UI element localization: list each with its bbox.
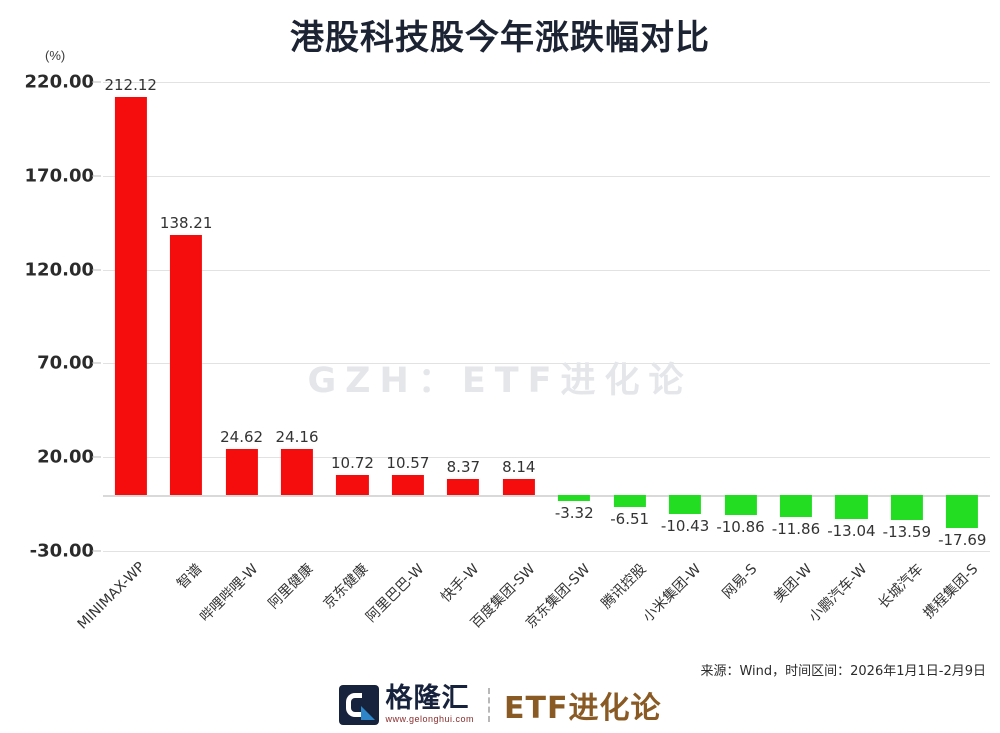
- bar-value-label: -10.86: [716, 518, 765, 537]
- x-axis-tick-label-text: 阿里健康: [265, 561, 317, 613]
- gelonghui-brand-url: www.gelonghui.com: [385, 714, 475, 724]
- bar-value-label: -13.59: [882, 523, 932, 542]
- y-axis-tick-mark: [92, 456, 101, 458]
- x-axis-tick-label-text: 网易-S: [718, 561, 760, 603]
- x-axis-labels: MINIMAX-WP 智谱 哔哩哔哩-W 阿里健康 京东健康 阿里巴巴-W 快手-W 百度集团…: [74, 551, 990, 661]
- bar-value-label: 24.62: [220, 427, 264, 446]
- y-axis-tick-label: 170.00: [24, 165, 94, 187]
- page-title: 港股科技股今年涨跌幅对比: [290, 18, 710, 58]
- bar-value-label: 8.37: [446, 458, 481, 477]
- bar-slot[interactable]: -11.86: [768, 82, 823, 551]
- y-axis-unit-label: (%): [45, 48, 66, 63]
- bar-slot[interactable]: -13.04: [824, 82, 879, 551]
- bar[interactable]: [391, 474, 424, 495]
- bar-value-label: 138.21: [159, 214, 213, 233]
- bar-slot[interactable]: -3.32: [547, 82, 602, 551]
- bar-slot[interactable]: -10.86: [713, 82, 768, 551]
- etf-column-brand: ETF进化论: [504, 690, 662, 726]
- gelonghui-brand: 格隆汇 www.gelonghui.com: [338, 684, 475, 725]
- bar[interactable]: [558, 494, 591, 501]
- bar-slot[interactable]: 24.16: [269, 82, 324, 551]
- bar[interactable]: [669, 494, 702, 515]
- x-axis-tick-label-text: 快手-W: [438, 561, 483, 606]
- x-axis-tick-label-text: 长城汽车: [875, 561, 927, 613]
- bar[interactable]: [502, 479, 535, 495]
- bar-value-label: -6.51: [610, 509, 650, 528]
- bar-slot[interactable]: -17.69: [935, 82, 990, 551]
- bar[interactable]: [724, 494, 757, 516]
- source-note: 来源：Wind，时间区间：2026年1月1日-2月9日: [700, 664, 986, 679]
- bar[interactable]: [890, 494, 923, 521]
- bar-slot[interactable]: 138.21: [158, 82, 213, 551]
- y-axis-tick-mark: [92, 550, 101, 552]
- bar-value-label: -10.43: [660, 517, 710, 536]
- bar[interactable]: [946, 494, 979, 528]
- plot-gridlines: [103, 82, 990, 552]
- bar-value-label: 8.14: [502, 458, 536, 477]
- gelonghui-brand-text: 格隆汇 www.gelonghui.com: [386, 685, 475, 724]
- bar-value-label: 212.12: [104, 75, 157, 94]
- bar-value-label: 10.57: [386, 453, 430, 472]
- bar-slot[interactable]: -13.59: [879, 82, 934, 551]
- y-axis-tick-label: -30.00: [29, 540, 94, 562]
- y-axis-tick-mark: [92, 81, 101, 83]
- bar[interactable]: [170, 235, 203, 495]
- y-axis-tick-mark: [92, 362, 101, 364]
- bar-value-label: -13.04: [827, 522, 876, 541]
- bar-value-label: 10.72: [330, 453, 374, 472]
- y-axis-tick-mark: [92, 269, 101, 271]
- gridline: [103, 82, 990, 83]
- bar-slot[interactable]: 24.62: [214, 82, 269, 551]
- bar[interactable]: [336, 474, 369, 495]
- y-axis-tick-label: 20.00: [37, 446, 94, 468]
- gelonghui-logo-icon: [338, 684, 379, 725]
- bar[interactable]: [447, 479, 480, 495]
- bar-value-label: -3.32: [554, 503, 594, 522]
- bar-slot[interactable]: 8.37: [436, 82, 491, 551]
- bar-slot[interactable]: -10.43: [657, 82, 712, 551]
- bar-value-label: 24.16: [275, 428, 319, 447]
- gridline: [103, 363, 990, 365]
- x-axis-tick-label-text: 京东健康: [320, 561, 372, 613]
- gelonghui-brand-name: 格隆汇: [385, 683, 470, 714]
- y-axis-tick-mark: [92, 175, 101, 177]
- bar[interactable]: [613, 494, 646, 507]
- gridline: [103, 269, 990, 271]
- bar-slot[interactable]: 10.57: [380, 82, 435, 551]
- bar-slot[interactable]: -6.51: [602, 82, 657, 551]
- bar[interactable]: [835, 494, 868, 520]
- footer-brand-bar: 格隆汇 www.gelonghui.com ETF进化论: [0, 676, 1000, 733]
- bar-value-label: -17.69: [938, 530, 987, 549]
- y-axis-tick-label: 70.00: [37, 352, 94, 374]
- bar[interactable]: [225, 448, 258, 495]
- y-axis-tick-label: 220.00: [24, 71, 94, 93]
- bar-slot[interactable]: 8.14: [491, 82, 546, 551]
- x-axis-tick-label-text: 智谱: [174, 561, 206, 593]
- gridline: [103, 551, 990, 552]
- bar-series: 212.12 138.21 24.62 24.16 10.72 10.57 8.37 8.14…: [103, 76, 990, 551]
- x-axis-tick-label-text: 美团-W: [770, 561, 816, 606]
- bar[interactable]: [280, 449, 314, 495]
- bar-slot[interactable]: 10.72: [325, 82, 380, 551]
- y-axis-tick-label: 120.00: [24, 259, 94, 281]
- footer-divider: [488, 687, 491, 722]
- bar[interactable]: [779, 494, 813, 517]
- x-axis-tick-label-text: MINIMAX-WP: [74, 559, 149, 633]
- zero-baseline: [103, 494, 990, 497]
- gridline: [103, 175, 990, 177]
- bar[interactable]: [114, 96, 147, 495]
- bar-value-label: -11.86: [771, 519, 821, 538]
- bar-slot[interactable]: 212.12: [103, 76, 158, 551]
- x-axis-tick-label-text: 腾讯控股: [598, 561, 650, 613]
- gridline: [103, 457, 990, 459]
